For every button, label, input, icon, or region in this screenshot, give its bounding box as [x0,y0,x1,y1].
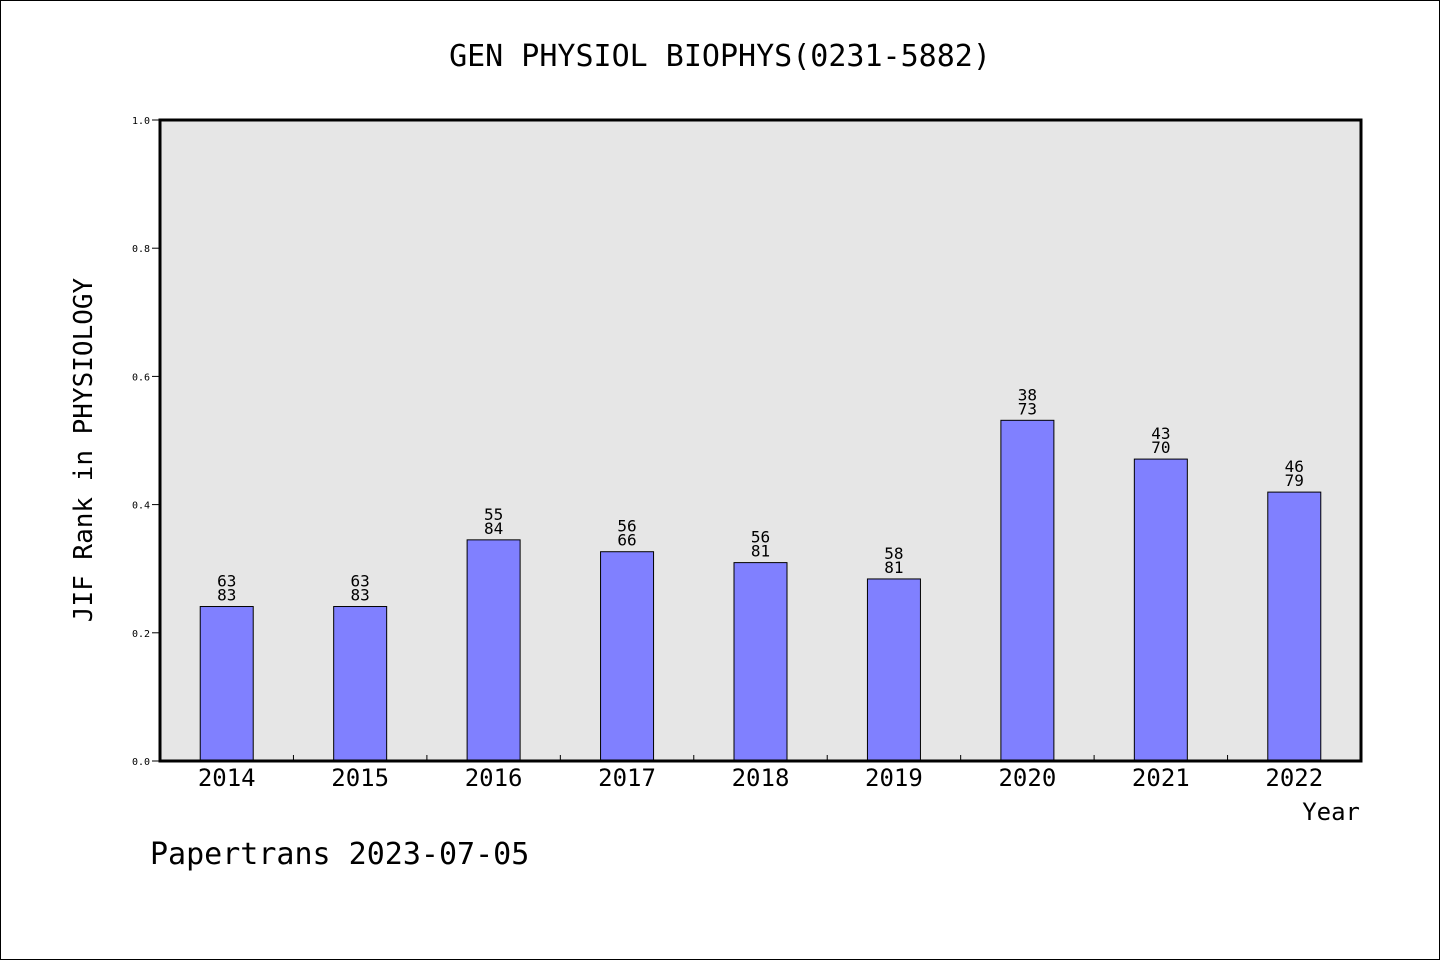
bars [199,419,1322,762]
total-label: 70 [1151,438,1170,457]
y-axis: 0.0 0.2 0.4 0.6 0.8 1.0 [132,116,160,768]
y-tick-label: 0.2 [132,629,150,640]
total-label: 81 [884,558,903,577]
rank-label: 58 [884,544,903,563]
x-tick-label: 2016 [465,764,523,792]
bar-2017 [600,551,655,762]
total-label: 84 [484,519,503,538]
total-label: 81 [751,542,770,561]
y-tick-label: 0.4 [132,501,150,512]
bar-2020 [1000,419,1055,762]
bar-2015 [333,606,388,762]
y-tick-label: 0.6 [132,372,150,383]
x-tick-label: 2018 [732,764,790,792]
y-tick-label: 0.8 [132,244,150,255]
y-axis-label: JIF Rank in PHYSIOLOGY [69,277,99,622]
rank-label: 38 [1018,385,1037,404]
bar-2019 [866,578,921,762]
bar-2022 [1267,491,1322,762]
x-tick-label: 2022 [1265,764,1323,792]
total-label: 66 [617,531,636,550]
x-tick-label: 2021 [1132,764,1190,792]
bar-2014 [199,606,254,762]
rank-label: 55 [484,505,503,524]
x-axis: 2014 2015 2016 2017 2018 2019 2020 2021 2022 [198,755,1323,792]
rank-label: 56 [751,528,770,547]
rank-label: 63 [217,572,236,591]
y-tick-label: 0.0 [132,757,150,768]
bar-2018 [733,562,788,762]
footer-text: Papertrans 2023-07-05 [150,837,529,872]
chart-title: GEN PHYSIOL BIOPHYS(0231-5882) [449,39,991,74]
x-tick-label: 2019 [865,764,923,792]
x-tick-label: 2015 [331,764,389,792]
rank-label: 43 [1151,424,1170,443]
x-axis-label: Year [1302,798,1360,826]
total-label: 73 [1018,399,1037,418]
rank-label: 46 [1285,457,1304,476]
x-tick-label: 2020 [998,764,1056,792]
plot-border [158,118,1363,763]
x-tick-label: 2017 [598,764,656,792]
bar-2016 [466,539,521,762]
total-label: 83 [351,586,370,605]
bar-2021 [1133,458,1188,762]
rank-label: 63 [351,572,370,591]
rank-label: 56 [617,517,636,536]
y-tick-label: 1.0 [132,116,150,127]
x-tick-label: 2014 [198,764,256,792]
total-label: 79 [1285,471,1304,490]
total-label: 83 [217,586,236,605]
